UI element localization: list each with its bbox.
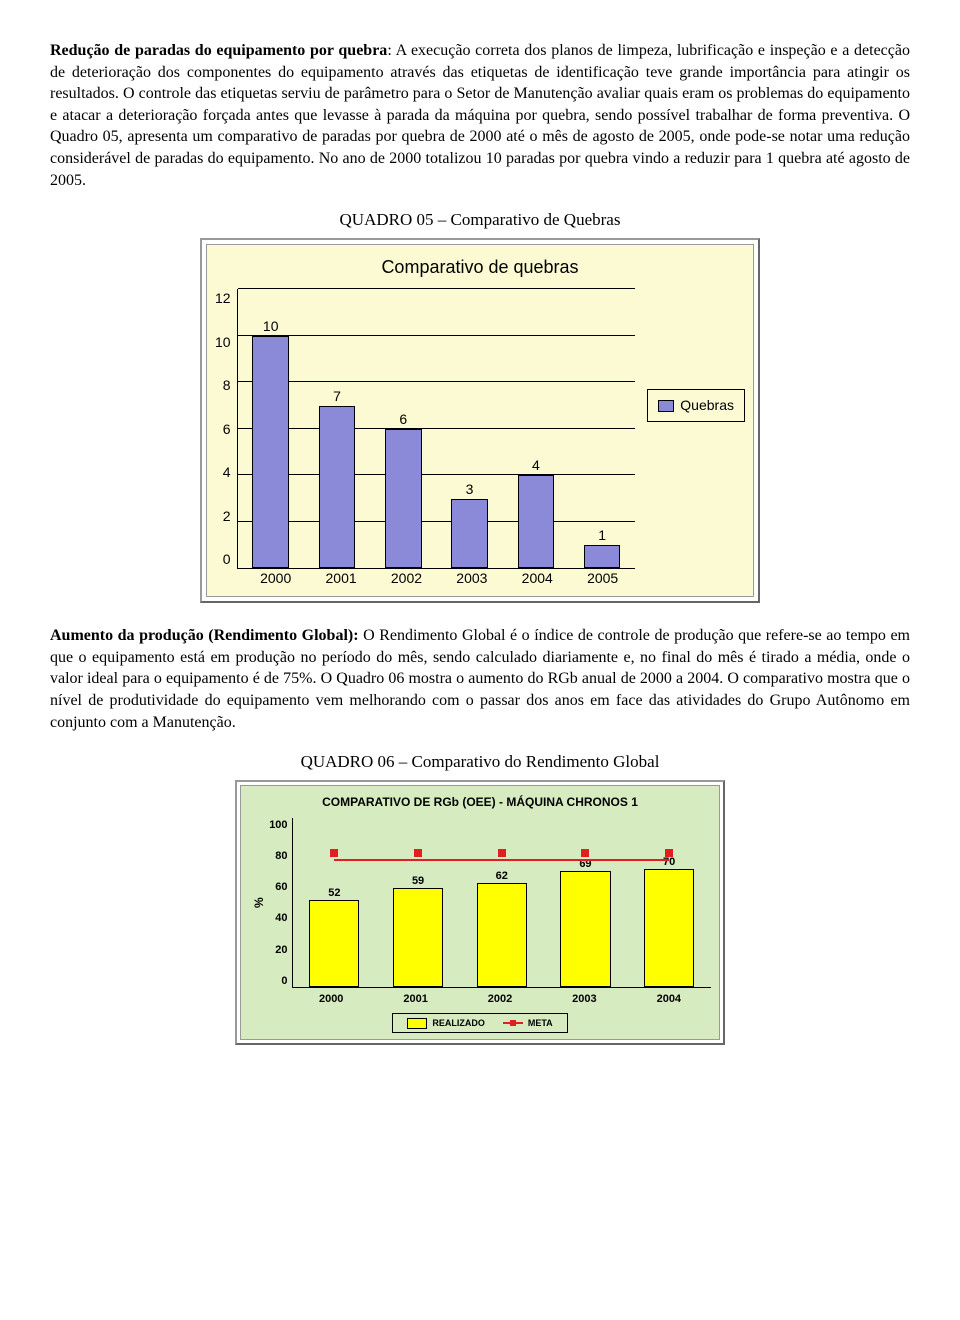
chart2-legend-meta: META bbox=[503, 1017, 553, 1029]
chart1-xaxis: 200020012002200320042005 bbox=[243, 569, 635, 588]
chart1-legend-label: Quebras bbox=[680, 396, 734, 415]
legend-bar-label: REALIZADO bbox=[432, 1017, 485, 1029]
para1-rest: : A execução correta dos planos de limpe… bbox=[50, 42, 910, 189]
chart2-title: COMPARATIVO DE RGb (OEE) - MÁQUINA CHRON… bbox=[249, 794, 711, 810]
chart2-caption: QUADRO 06 – Comparativo do Rendimento Gl… bbox=[50, 751, 910, 774]
para1-bold: Redução de paradas do equipamento por qu… bbox=[50, 42, 387, 59]
paragraph-quebras: Redução de paradas do equipamento por qu… bbox=[50, 40, 910, 191]
chart2-xaxis: 20002001200220032004 bbox=[289, 992, 711, 1007]
chart1-title: Comparativo de quebras bbox=[215, 255, 745, 279]
chart1-yaxis: 121086420 bbox=[215, 289, 237, 569]
line-swatch-icon bbox=[503, 1022, 523, 1024]
chart1-inner: Comparativo de quebras 121086420 1076341… bbox=[206, 244, 754, 597]
chart2-frame: COMPARATIVO DE RGb (OEE) - MÁQUINA CHRON… bbox=[235, 780, 725, 1045]
chart2-plotarea: 5259626970 bbox=[292, 818, 711, 988]
bar-swatch-icon bbox=[407, 1018, 427, 1029]
chart2-legend-realizado: REALIZADO bbox=[407, 1017, 485, 1029]
legend-line-label: META bbox=[528, 1017, 553, 1029]
chart2-inner: COMPARATIVO DE RGb (OEE) - MÁQUINA CHRON… bbox=[240, 785, 720, 1040]
chart2-ytitle: % bbox=[249, 818, 269, 988]
chart2-yaxis: 100806040200 bbox=[269, 818, 291, 988]
chart1-frame: Comparativo de quebras 121086420 1076341… bbox=[200, 238, 760, 603]
chart1-caption: QUADRO 05 – Comparativo de Quebras bbox=[50, 209, 910, 232]
chart2-legend: REALIZADO META bbox=[392, 1013, 567, 1033]
chart1-legend-swatch bbox=[658, 400, 674, 412]
para2-bold: Aumento da produção (Rendimento Global): bbox=[50, 627, 359, 644]
chart1-plotarea: 1076341 bbox=[237, 289, 636, 569]
chart1-legend: Quebras bbox=[647, 389, 745, 422]
paragraph-rgb: Aumento da produção (Rendimento Global):… bbox=[50, 625, 910, 733]
